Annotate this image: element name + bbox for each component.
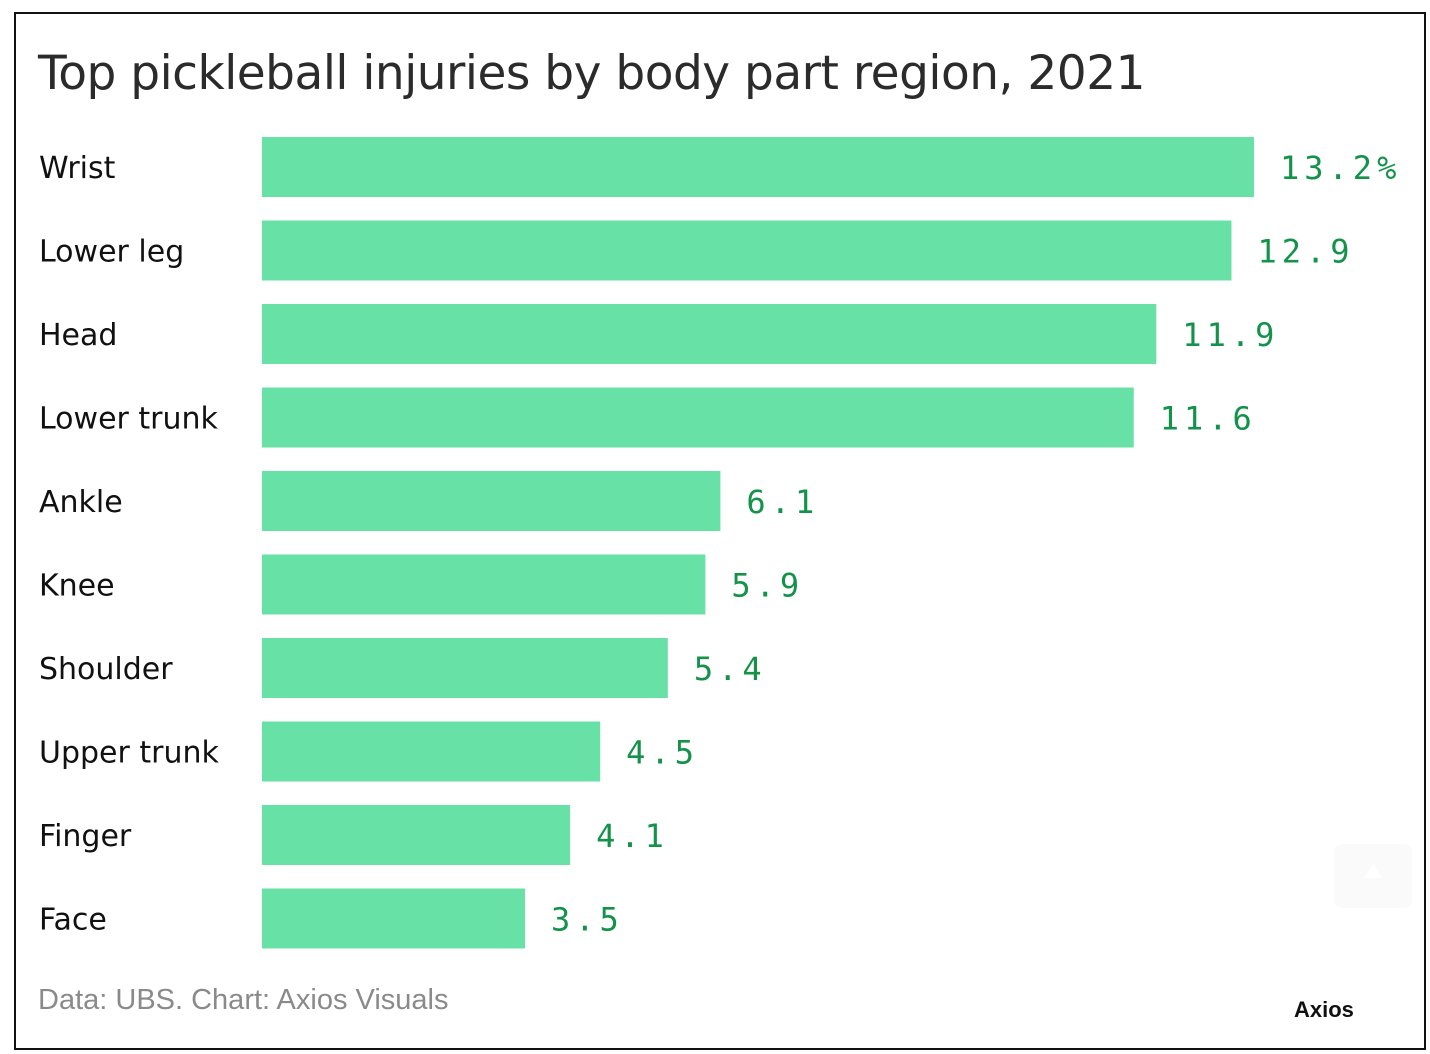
value-label-face: 3.5: [551, 901, 624, 939]
value-label-knee: 5.9: [731, 567, 804, 605]
bar-lower-leg: [262, 220, 1232, 281]
category-label-lower-leg: Lower leg: [39, 235, 184, 270]
value-label-lower-leg: 12.9: [1257, 233, 1354, 271]
value-label-ankle: 6.1: [746, 483, 819, 521]
brand-logo-text: Axios: [1294, 997, 1354, 1022]
bar-ankle: [262, 471, 721, 531]
value-label-finger: 4.1: [596, 817, 669, 855]
bar-face: [262, 888, 526, 949]
bar-finger: [262, 805, 571, 865]
bar-shoulder: [262, 638, 668, 698]
category-label-knee: Knee: [39, 569, 115, 604]
source-note: Data: UBS. Chart: Axios Visuals: [38, 984, 449, 1016]
chart-title: Top pickleball injuries by body part reg…: [38, 46, 1146, 101]
category-label-finger: Finger: [39, 819, 132, 854]
bar-wrist: [262, 137, 1254, 197]
bar-upper-trunk: [262, 721, 601, 782]
value-label-wrist: 13.2%: [1280, 149, 1401, 187]
value-label-lower-trunk: 11.6: [1160, 400, 1257, 438]
value-label-head: 11.9: [1182, 316, 1279, 354]
value-label-upper-trunk: 4.5: [626, 734, 699, 772]
bar-head: [262, 304, 1157, 364]
category-label-face: Face: [39, 903, 107, 938]
category-label-upper-trunk: Upper trunk: [39, 736, 219, 771]
category-label-shoulder: Shoulder: [39, 652, 173, 687]
arrow-up-icon: [1364, 864, 1382, 878]
category-label-wrist: Wrist: [39, 151, 116, 186]
bar-knee: [262, 554, 706, 615]
category-label-head: Head: [39, 318, 117, 353]
bar-lower-trunk: [262, 387, 1134, 448]
value-label-shoulder: 5.4: [694, 650, 767, 688]
category-label-ankle: Ankle: [39, 485, 123, 520]
scroll-to-top-button[interactable]: [1334, 844, 1412, 908]
category-label-lower-trunk: Lower trunk: [39, 402, 219, 437]
